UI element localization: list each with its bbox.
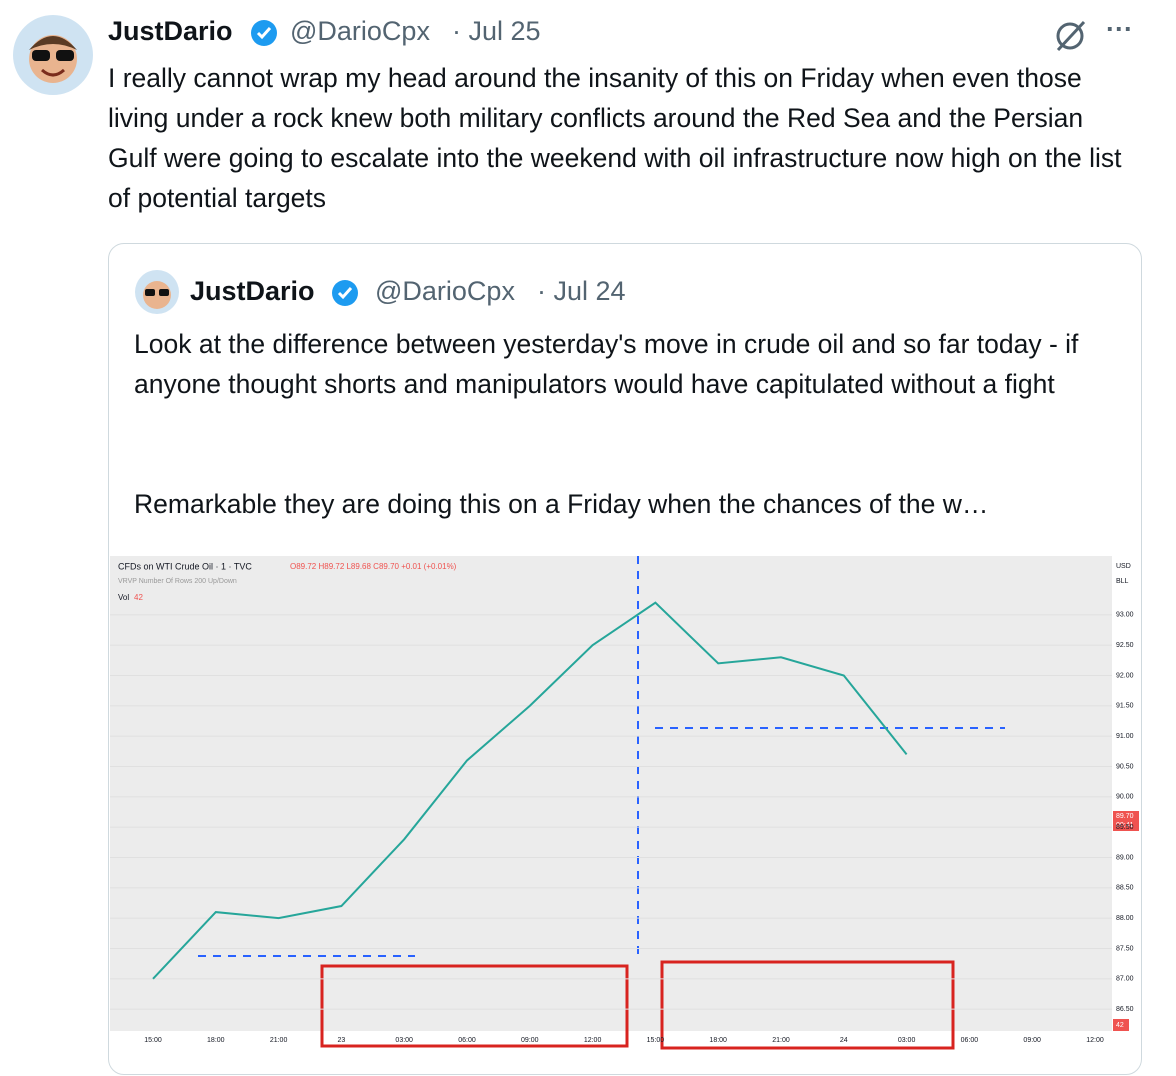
x-tick-label: 12:00 — [584, 1037, 602, 1044]
price-line — [152, 601, 908, 980]
chart-title: CFDs on WTI Crude Oil · 1 · TVC — [118, 561, 252, 571]
y-tick-label: 86.50 — [1116, 1006, 1134, 1013]
x-tick-label: 09:00 — [521, 1037, 539, 1044]
quote-paragraph: Remarkable they are doing this on a Frid… — [134, 489, 989, 519]
currency: USD — [1116, 563, 1131, 570]
quote-tweet[interactable]: JustDario @DarioCpx · Jul 24 Look at the… — [108, 243, 1142, 1075]
y-tick-label: 87.50 — [1116, 945, 1134, 952]
y-tick-label: 91.50 — [1116, 703, 1134, 710]
more-button[interactable]: ··· — [1106, 14, 1133, 44]
x-tick-label: 06:00 — [961, 1037, 979, 1044]
y-tick-label: 87.00 — [1116, 976, 1134, 983]
chart: CFDs on WTI Crude Oil · 1 · TVC O89.72 H… — [110, 556, 1140, 1051]
y-tick-label: 88.50 — [1116, 885, 1134, 892]
x-tick-label: 23 — [338, 1037, 346, 1044]
x-tick-label: 12:00 — [1086, 1037, 1104, 1044]
avatar[interactable] — [12, 14, 94, 96]
grok-icon[interactable] — [1052, 18, 1088, 54]
highlight-box — [320, 964, 629, 1048]
x-tick-label: 03:00 — [898, 1037, 916, 1044]
y-tick-label: 89.50 — [1116, 824, 1134, 831]
y-tick-label: 93.00 — [1116, 612, 1134, 619]
last-volume: 42 — [1116, 1022, 1124, 1029]
y-tick-label: 92.00 — [1116, 672, 1134, 679]
ohlc: O89.72 H89.72 L89.68 C89.70 +0.01 (+0.01… — [290, 562, 457, 571]
y-tick-label: 90.00 — [1116, 794, 1134, 801]
verified-badge — [251, 20, 277, 46]
quote-avatar — [135, 270, 179, 314]
countdown: 00:41 — [1116, 822, 1134, 829]
quote-paragraph: Look at the difference between yesterday… — [134, 329, 1079, 399]
x-tick-label: 15:00 — [144, 1037, 162, 1044]
x-tick-label: 21:00 — [772, 1037, 790, 1044]
y-tick-label: 90.50 — [1116, 763, 1134, 770]
highlight-box — [660, 960, 955, 1050]
volume-value: 42 — [134, 593, 143, 602]
tweet-text: I really cannot wrap my head around the … — [108, 63, 1122, 213]
x-tick-label: 18:00 — [709, 1037, 727, 1044]
x-tick-label: 06:00 — [458, 1037, 476, 1044]
tweet-date[interactable]: · Jul 25 — [452, 16, 541, 46]
price-tag — [1113, 811, 1139, 831]
axis-bg — [1112, 556, 1140, 1051]
x-tick-label: 03:00 — [395, 1037, 413, 1044]
plot-bg — [110, 556, 1112, 1031]
quote-verified-badge — [332, 280, 358, 306]
author-handle[interactable]: @DarioCpx — [290, 16, 430, 46]
x-tick-label: 15:00 — [647, 1037, 665, 1044]
y-tick-label: 91.00 — [1116, 733, 1134, 740]
y-tick-label: 92.50 — [1116, 642, 1134, 649]
x-tick-label: 18:00 — [207, 1037, 225, 1044]
volume-tag — [1113, 1019, 1129, 1031]
volume-label: Vol — [118, 593, 129, 602]
x-tick-label: 09:00 — [1023, 1037, 1041, 1044]
x-tick-label: 21:00 — [270, 1037, 288, 1044]
x-tick-label: 24 — [840, 1037, 848, 1044]
author-name[interactable]: JustDario — [108, 16, 233, 46]
quote-author-name: JustDario — [190, 276, 315, 306]
y-tick-label: 89.00 — [1116, 854, 1134, 861]
unit: BLL — [1116, 578, 1129, 585]
y-tick-label: 88.00 — [1116, 915, 1134, 922]
quote-author-handle: @DarioCpx — [375, 276, 515, 306]
quote-date: · Jul 24 — [537, 276, 626, 306]
indicator: VRVP Number Of Rows 200 Up/Down — [118, 578, 237, 585]
last-price: 89.70 — [1116, 813, 1134, 820]
